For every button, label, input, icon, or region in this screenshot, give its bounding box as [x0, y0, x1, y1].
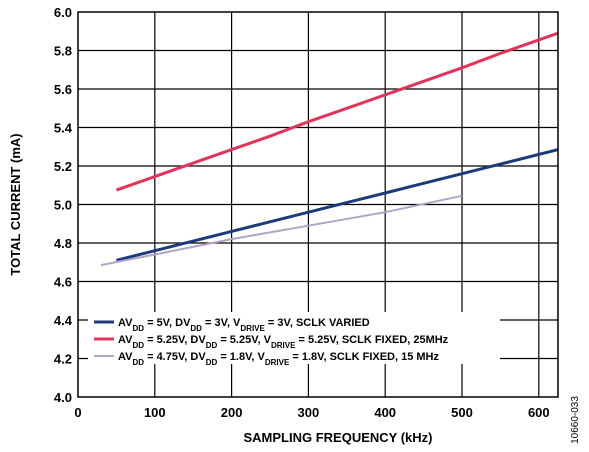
series-line-3: [100, 194, 463, 267]
y-axis-title: TOTAL CURRENT (mA): [8, 133, 23, 275]
x-tick-labels: 0 100 200 300 400 500 600: [74, 405, 549, 420]
x-tick-label: 400: [374, 405, 396, 420]
y-tick-label: 4.2: [54, 352, 72, 367]
y-tick-label: 4.0: [54, 390, 72, 405]
x-tick-label: 500: [451, 405, 473, 420]
series-line-1: [116, 148, 558, 262]
y-tick-labels: 4.0 4.2 4.4 4.6 4.8 5.0 5.2 5.4 5.6 5.8 6.0: [54, 5, 73, 405]
legend-label-2: AVDD = 5.25V, DVDD = 5.25V, VDRIVE = 5.2…: [118, 334, 449, 350]
legend: AVDD = 5V, DVDD = 3V, VDRIVE = 3V, SCLK …: [88, 312, 500, 367]
x-tick-label: 200: [221, 405, 243, 420]
legend-label-3: AVDD = 4.75V, DVDD = 1.8V, VDRIVE = 1.8V…: [118, 351, 439, 367]
legend-label-1: AVDD = 5V, DVDD = 3V, VDRIVE = 3V, SCLK …: [118, 317, 370, 333]
y-tick-label: 4.6: [54, 275, 72, 290]
plot-area-frame: [77, 11, 559, 398]
y-tick-label: 5.0: [54, 198, 72, 213]
y-tick-label: 5.8: [54, 44, 72, 59]
x-tick-label: 0: [74, 405, 81, 420]
y-tick-label: 5.6: [54, 82, 72, 97]
figure-id-note: 10660-033: [570, 396, 581, 444]
x-tick-label: 300: [298, 405, 320, 420]
series-layer: [100, 31, 558, 267]
y-tick-label: 4.8: [54, 236, 72, 251]
x-tick-label: 600: [528, 405, 550, 420]
y-tick-label: 5.4: [54, 121, 73, 136]
y-tick-label: 5.2: [54, 159, 72, 174]
series-line-2: [115, 31, 558, 192]
y-tick-label: 6.0: [54, 5, 72, 20]
x-tick-label: 100: [144, 405, 166, 420]
y-tick-label: 4.4: [54, 313, 73, 328]
legend-background: [88, 312, 500, 364]
x-axis-title: SAMPLING FREQUENCY (kHz): [244, 430, 433, 445]
